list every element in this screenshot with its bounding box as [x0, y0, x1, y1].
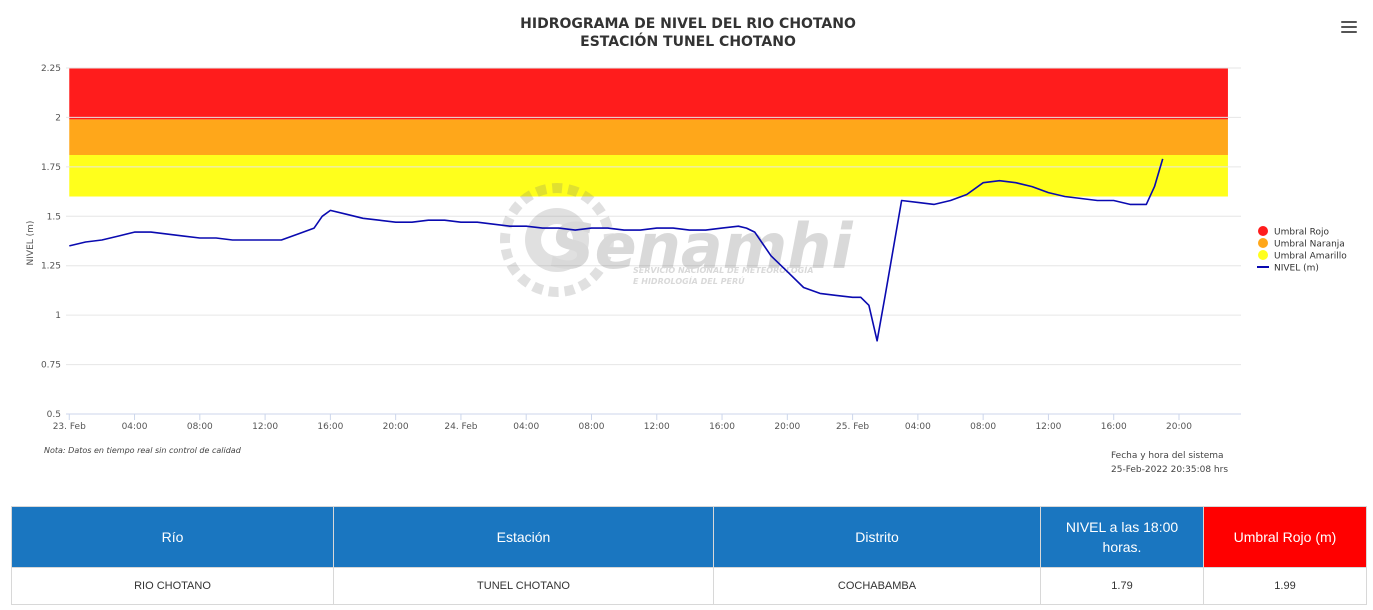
- header-estacion: Estación: [333, 506, 714, 568]
- x-tick-label: 12:00: [252, 422, 278, 432]
- x-tick-label: 08:00: [579, 422, 605, 432]
- hamburger-menu-icon[interactable]: [1339, 18, 1359, 36]
- y-tick-label: 1.25: [41, 262, 61, 272]
- chart-subtitle: ESTACIÓN TUNEL CHOTANO: [580, 32, 796, 50]
- x-tick-label: 16:00: [1101, 422, 1127, 432]
- band-umbral-rojo: [69, 68, 1228, 120]
- watermark-name: Senamhi: [550, 210, 853, 283]
- watermark-line1: SERVICIO NACIONAL DE METEOROLOGÍA: [633, 264, 813, 275]
- cell-distrito: COCHABAMBA: [713, 567, 1041, 605]
- y-tick-label: 0.75: [41, 361, 61, 371]
- hydrograph-chart: HIDROGRAMA DE NIVEL DEL RIO CHOTANO ESTA…: [26, 16, 1347, 475]
- x-tick-label: 16:00: [709, 422, 735, 432]
- x-axis: 23. Feb 04:00 08:00 12:00 16:00 20:00 24. Feb 0…: [53, 413, 1241, 432]
- x-tick-label: 20:00: [1166, 422, 1192, 432]
- watermark-line2: E HIDROLOGÍA DEL PERÚ: [633, 275, 745, 286]
- x-tick-label: 20:00: [383, 422, 409, 432]
- x-tick-label: 16:00: [317, 422, 343, 432]
- grid-lines: [66, 67, 1241, 366]
- legend-marker-umbral-naranja: [1258, 238, 1268, 248]
- y-axis: 0.5 0.75 1 1.25 1.5 1.75 2 2.25: [41, 64, 61, 420]
- x-tick-label: 23. Feb: [53, 422, 86, 432]
- table-row: RIO CHOTANO TUNEL CHOTANO COCHABAMBA 1.7…: [11, 567, 1367, 605]
- x-tick-label: 08:00: [187, 422, 213, 432]
- legend-label-nivel-m: NIVEL (m): [1274, 264, 1319, 274]
- menu-bar: [1341, 26, 1357, 28]
- cell-umbral-rojo: 1.99: [1203, 567, 1367, 605]
- legend-label-umbral-amarillo: Umbral Amarillo: [1274, 252, 1347, 262]
- y-tick-label: 1.75: [41, 163, 61, 173]
- series-line-nivel: [69, 158, 1164, 342]
- header-distrito: Distrito: [713, 506, 1041, 568]
- menu-bar: [1341, 21, 1357, 23]
- system-time-label: Fecha y hora del sistema: [1111, 451, 1224, 461]
- header-umbral-rojo: Umbral Rojo (m): [1203, 506, 1367, 568]
- senamhi-watermark: Senamhi SERVICIO NACIONAL DE METEOROLOGÍ…: [500, 183, 853, 297]
- x-tick-label: 25. Feb: [836, 422, 869, 432]
- x-tick-label: 12:00: [644, 422, 670, 432]
- band-umbral-amarillo: [69, 154, 1228, 197]
- legend: Umbral Rojo Umbral Naranja Umbral Amarillo…: [1257, 226, 1347, 274]
- legend-label-umbral-naranja: Umbral Naranja: [1274, 240, 1345, 250]
- legend-label-umbral-rojo: Umbral Rojo: [1274, 228, 1330, 238]
- x-tick-label: 08:00: [970, 422, 996, 432]
- y-tick-label: 2.25: [41, 64, 61, 74]
- x-tick-label: 20:00: [774, 422, 800, 432]
- cell-nivel: 1.79: [1040, 567, 1204, 605]
- chart-title: HIDROGRAMA DE NIVEL DEL RIO CHOTANO: [520, 16, 856, 32]
- system-time: 25-Feb-2022 20:35:08 hrs: [1111, 465, 1228, 475]
- y-tick-label: 0.5: [47, 410, 61, 420]
- x-tick-label: 04:00: [905, 422, 931, 432]
- x-tick-label: 04:00: [122, 422, 148, 432]
- threshold-bands: [69, 68, 1228, 197]
- y-axis-title: NIVEL (m): [26, 221, 36, 266]
- quality-note: Nota: Datos en tiempo real sin control d…: [44, 446, 242, 455]
- cell-estacion: TUNEL CHOTANO: [333, 567, 714, 605]
- menu-bar: [1341, 31, 1357, 33]
- y-tick-label: 1.5: [47, 212, 61, 222]
- x-tick-label: 12:00: [1035, 422, 1061, 432]
- header-nivel: NIVEL a las 18:00 horas.: [1040, 506, 1204, 568]
- legend-marker-umbral-rojo: [1258, 226, 1268, 236]
- header-rio: Río: [11, 506, 334, 568]
- cell-rio: RIO CHOTANO: [11, 567, 334, 605]
- legend-marker-umbral-amarillo: [1258, 250, 1268, 260]
- y-tick-label: 1: [55, 311, 61, 321]
- station-info-table: Río Estación Distrito NIVEL a las 18:00 …: [11, 506, 1367, 605]
- table-header-row: Río Estación Distrito NIVEL a las 18:00 …: [11, 506, 1367, 568]
- y-tick-label: 2: [55, 113, 61, 123]
- sun-logo-icon: [500, 183, 614, 297]
- band-umbral-naranja: [69, 119, 1228, 155]
- x-tick-label: 04:00: [513, 422, 539, 432]
- x-tick-label: 24. Feb: [444, 422, 477, 432]
